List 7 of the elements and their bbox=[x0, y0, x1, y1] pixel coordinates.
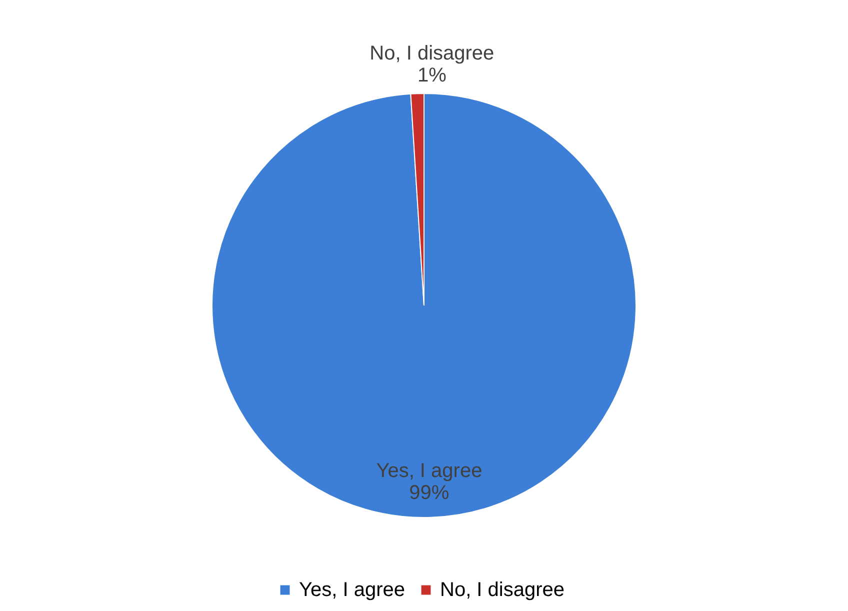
data-label: 99% bbox=[409, 482, 450, 504]
slice-label: No, I disagree bbox=[370, 42, 494, 65]
data-label: 1% bbox=[417, 64, 447, 87]
legend-label: Yes, I agree bbox=[299, 579, 406, 601]
slice-label: Yes, I agree bbox=[376, 460, 482, 482]
pie-slice bbox=[212, 93, 636, 518]
legend-label: No, I disagree bbox=[440, 579, 565, 601]
